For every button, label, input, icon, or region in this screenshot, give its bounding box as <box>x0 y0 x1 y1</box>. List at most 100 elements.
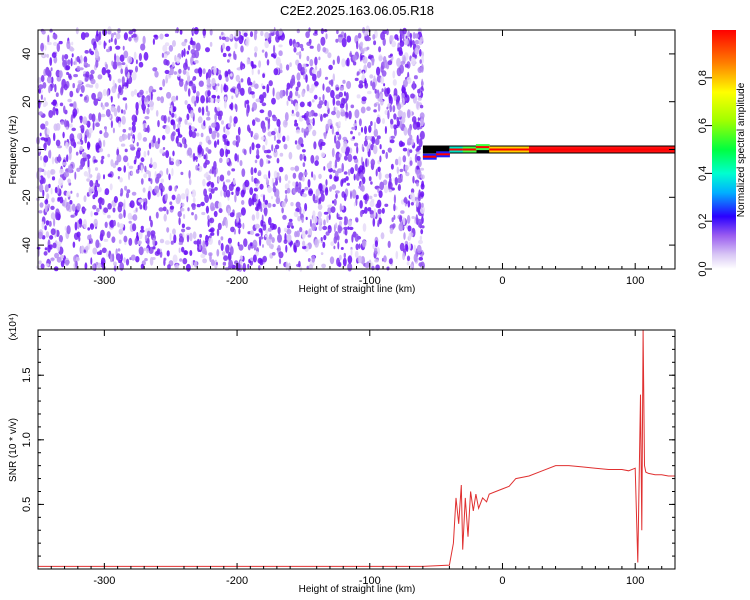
noise-speck <box>285 194 288 204</box>
noise-speck <box>167 264 171 270</box>
noise-speck <box>343 171 348 175</box>
noise-speck <box>261 49 265 53</box>
noise-speck <box>190 126 196 131</box>
noise-speck <box>49 235 54 240</box>
noise-speck <box>389 104 393 113</box>
noise-speck <box>203 188 208 197</box>
noise-speck <box>116 148 120 156</box>
noise-speck <box>107 203 112 210</box>
noise-speck <box>133 159 137 165</box>
noise-speck <box>146 247 149 254</box>
noise-speck <box>143 150 147 158</box>
noise-speck <box>185 263 191 272</box>
noise-speck <box>279 69 283 74</box>
noise-speck <box>361 96 367 102</box>
noise-speck <box>225 244 230 254</box>
noise-speck <box>93 212 99 216</box>
noise-speck <box>191 205 196 210</box>
x-tick-label: 100 <box>626 275 644 287</box>
noise-speck <box>100 229 105 237</box>
noise-speck <box>63 171 70 178</box>
noise-speck <box>59 173 65 178</box>
noise-speck <box>172 254 178 263</box>
noise-speck <box>227 265 232 269</box>
noise-speck <box>327 204 333 208</box>
noise-speck <box>149 215 152 222</box>
noise-speck <box>383 255 387 263</box>
noise-speck <box>374 240 378 248</box>
noise-speck <box>343 193 347 202</box>
noise-speck <box>301 127 304 133</box>
noise-speck <box>420 191 425 198</box>
noise-speck <box>123 32 128 41</box>
noise-speck <box>113 261 117 267</box>
noise-speck <box>350 190 352 200</box>
noise-speck <box>240 207 246 216</box>
noise-speck <box>138 61 144 68</box>
noise-speck <box>419 49 422 57</box>
noise-speck <box>59 102 64 107</box>
noise-speck <box>143 173 148 179</box>
noise-speck <box>389 227 394 235</box>
noise-speck <box>74 171 77 180</box>
noise-speck <box>364 78 367 86</box>
noise-speck <box>130 90 135 97</box>
signal-core <box>635 148 649 151</box>
x-tick-label: 0 <box>499 275 505 287</box>
noise-speck <box>304 203 308 212</box>
noise-speck <box>211 94 217 99</box>
noise-speck <box>240 189 245 198</box>
noise-speck <box>273 26 276 36</box>
noise-speck <box>85 245 89 251</box>
noise-speck <box>125 258 130 266</box>
noise-speck <box>107 30 112 35</box>
noise-speck <box>114 38 117 46</box>
noise-speck <box>222 134 228 139</box>
noise-speck <box>161 52 164 58</box>
noise-speck <box>45 263 50 267</box>
noise-speck <box>418 262 423 267</box>
noise-speck <box>336 212 339 220</box>
noise-speck <box>162 206 167 212</box>
noise-speck <box>202 258 208 264</box>
noise-speck <box>389 35 394 42</box>
noise-speck <box>403 126 408 136</box>
noise-speck <box>172 150 175 157</box>
noise-speck <box>348 168 351 176</box>
noise-speck <box>147 190 151 200</box>
noise-speck <box>338 153 342 158</box>
noise-speck <box>64 119 67 128</box>
noise-speck <box>384 59 388 69</box>
noise-speck <box>175 95 179 101</box>
noise-speck <box>309 45 314 49</box>
noise-speck <box>393 214 396 220</box>
noise-speck <box>391 40 397 48</box>
noise-speck <box>109 183 113 191</box>
noise-speck <box>104 221 108 228</box>
noise-speck <box>181 223 185 229</box>
noise-speck <box>48 220 52 227</box>
noise-speck <box>95 261 99 266</box>
noise-speck <box>359 172 364 180</box>
noise-speck <box>101 155 105 160</box>
noise-speck <box>377 187 380 193</box>
noise-speck <box>363 140 368 147</box>
noise-speck <box>328 213 331 221</box>
noise-speck <box>373 103 377 108</box>
noise-speck <box>132 214 138 221</box>
noise-speck <box>148 177 151 182</box>
noise-speck <box>103 174 105 180</box>
noise-speck <box>113 219 116 227</box>
noise-speck <box>83 61 88 66</box>
noise-speck <box>226 158 229 163</box>
noise-speck <box>387 240 391 248</box>
noise-speck <box>368 125 372 133</box>
noise-speck <box>334 159 338 169</box>
noise-speck <box>76 231 81 238</box>
noise-speck <box>257 186 260 190</box>
noise-speck <box>260 30 264 37</box>
x-tick-label: -100 <box>359 275 381 287</box>
noise-speck <box>380 61 386 70</box>
noise-speck <box>205 153 208 162</box>
noise-speck <box>386 106 389 110</box>
